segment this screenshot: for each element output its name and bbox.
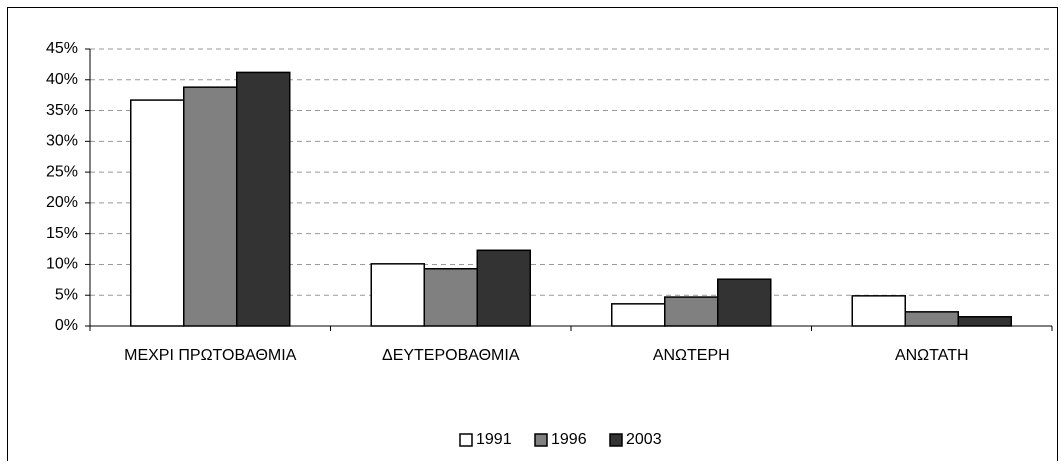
x-tick-label: ΑΝΩΤΑΤΗ	[895, 347, 969, 364]
legend-label: 1991	[476, 431, 512, 448]
bar	[130, 99, 185, 327]
y-tick-label: 0%	[55, 317, 78, 334]
legend-label: 2003	[626, 431, 662, 448]
y-tick-label: 10%	[46, 256, 78, 273]
x-tick-label: ΑΝΩΤΕΡΗ	[653, 347, 730, 364]
bar	[717, 278, 772, 327]
y-tick-label: 20%	[46, 194, 78, 211]
x-tick-label: ΔΕΥΤΕΡΟΒΑΘΜΙΑ	[382, 347, 520, 364]
y-tick-label: 45%	[46, 40, 78, 57]
legend-swatch	[534, 433, 548, 447]
legend-swatch	[609, 433, 623, 447]
y-tick-label: 15%	[46, 225, 78, 242]
y-tick-label: 5%	[55, 286, 78, 303]
bar	[370, 263, 425, 327]
legend-label: 1996	[551, 431, 587, 448]
legend-box	[456, 426, 682, 454]
x-tick-label: ΜΕΧΡΙ ΠΡΩΤΟΒΑΘΜΙΑ	[124, 347, 297, 364]
bar	[476, 249, 531, 327]
bar	[423, 268, 478, 327]
bar	[236, 71, 291, 327]
y-tick-label: 35%	[46, 102, 78, 119]
bar	[904, 311, 959, 327]
bar	[957, 316, 1012, 327]
y-tick-label: 30%	[46, 133, 78, 150]
y-tick-label: 25%	[46, 163, 78, 180]
bar	[851, 295, 906, 327]
y-tick-label: 40%	[46, 71, 78, 88]
legend-swatch	[459, 433, 473, 447]
bar	[664, 296, 719, 327]
bar	[183, 86, 238, 327]
bar	[611, 303, 666, 327]
